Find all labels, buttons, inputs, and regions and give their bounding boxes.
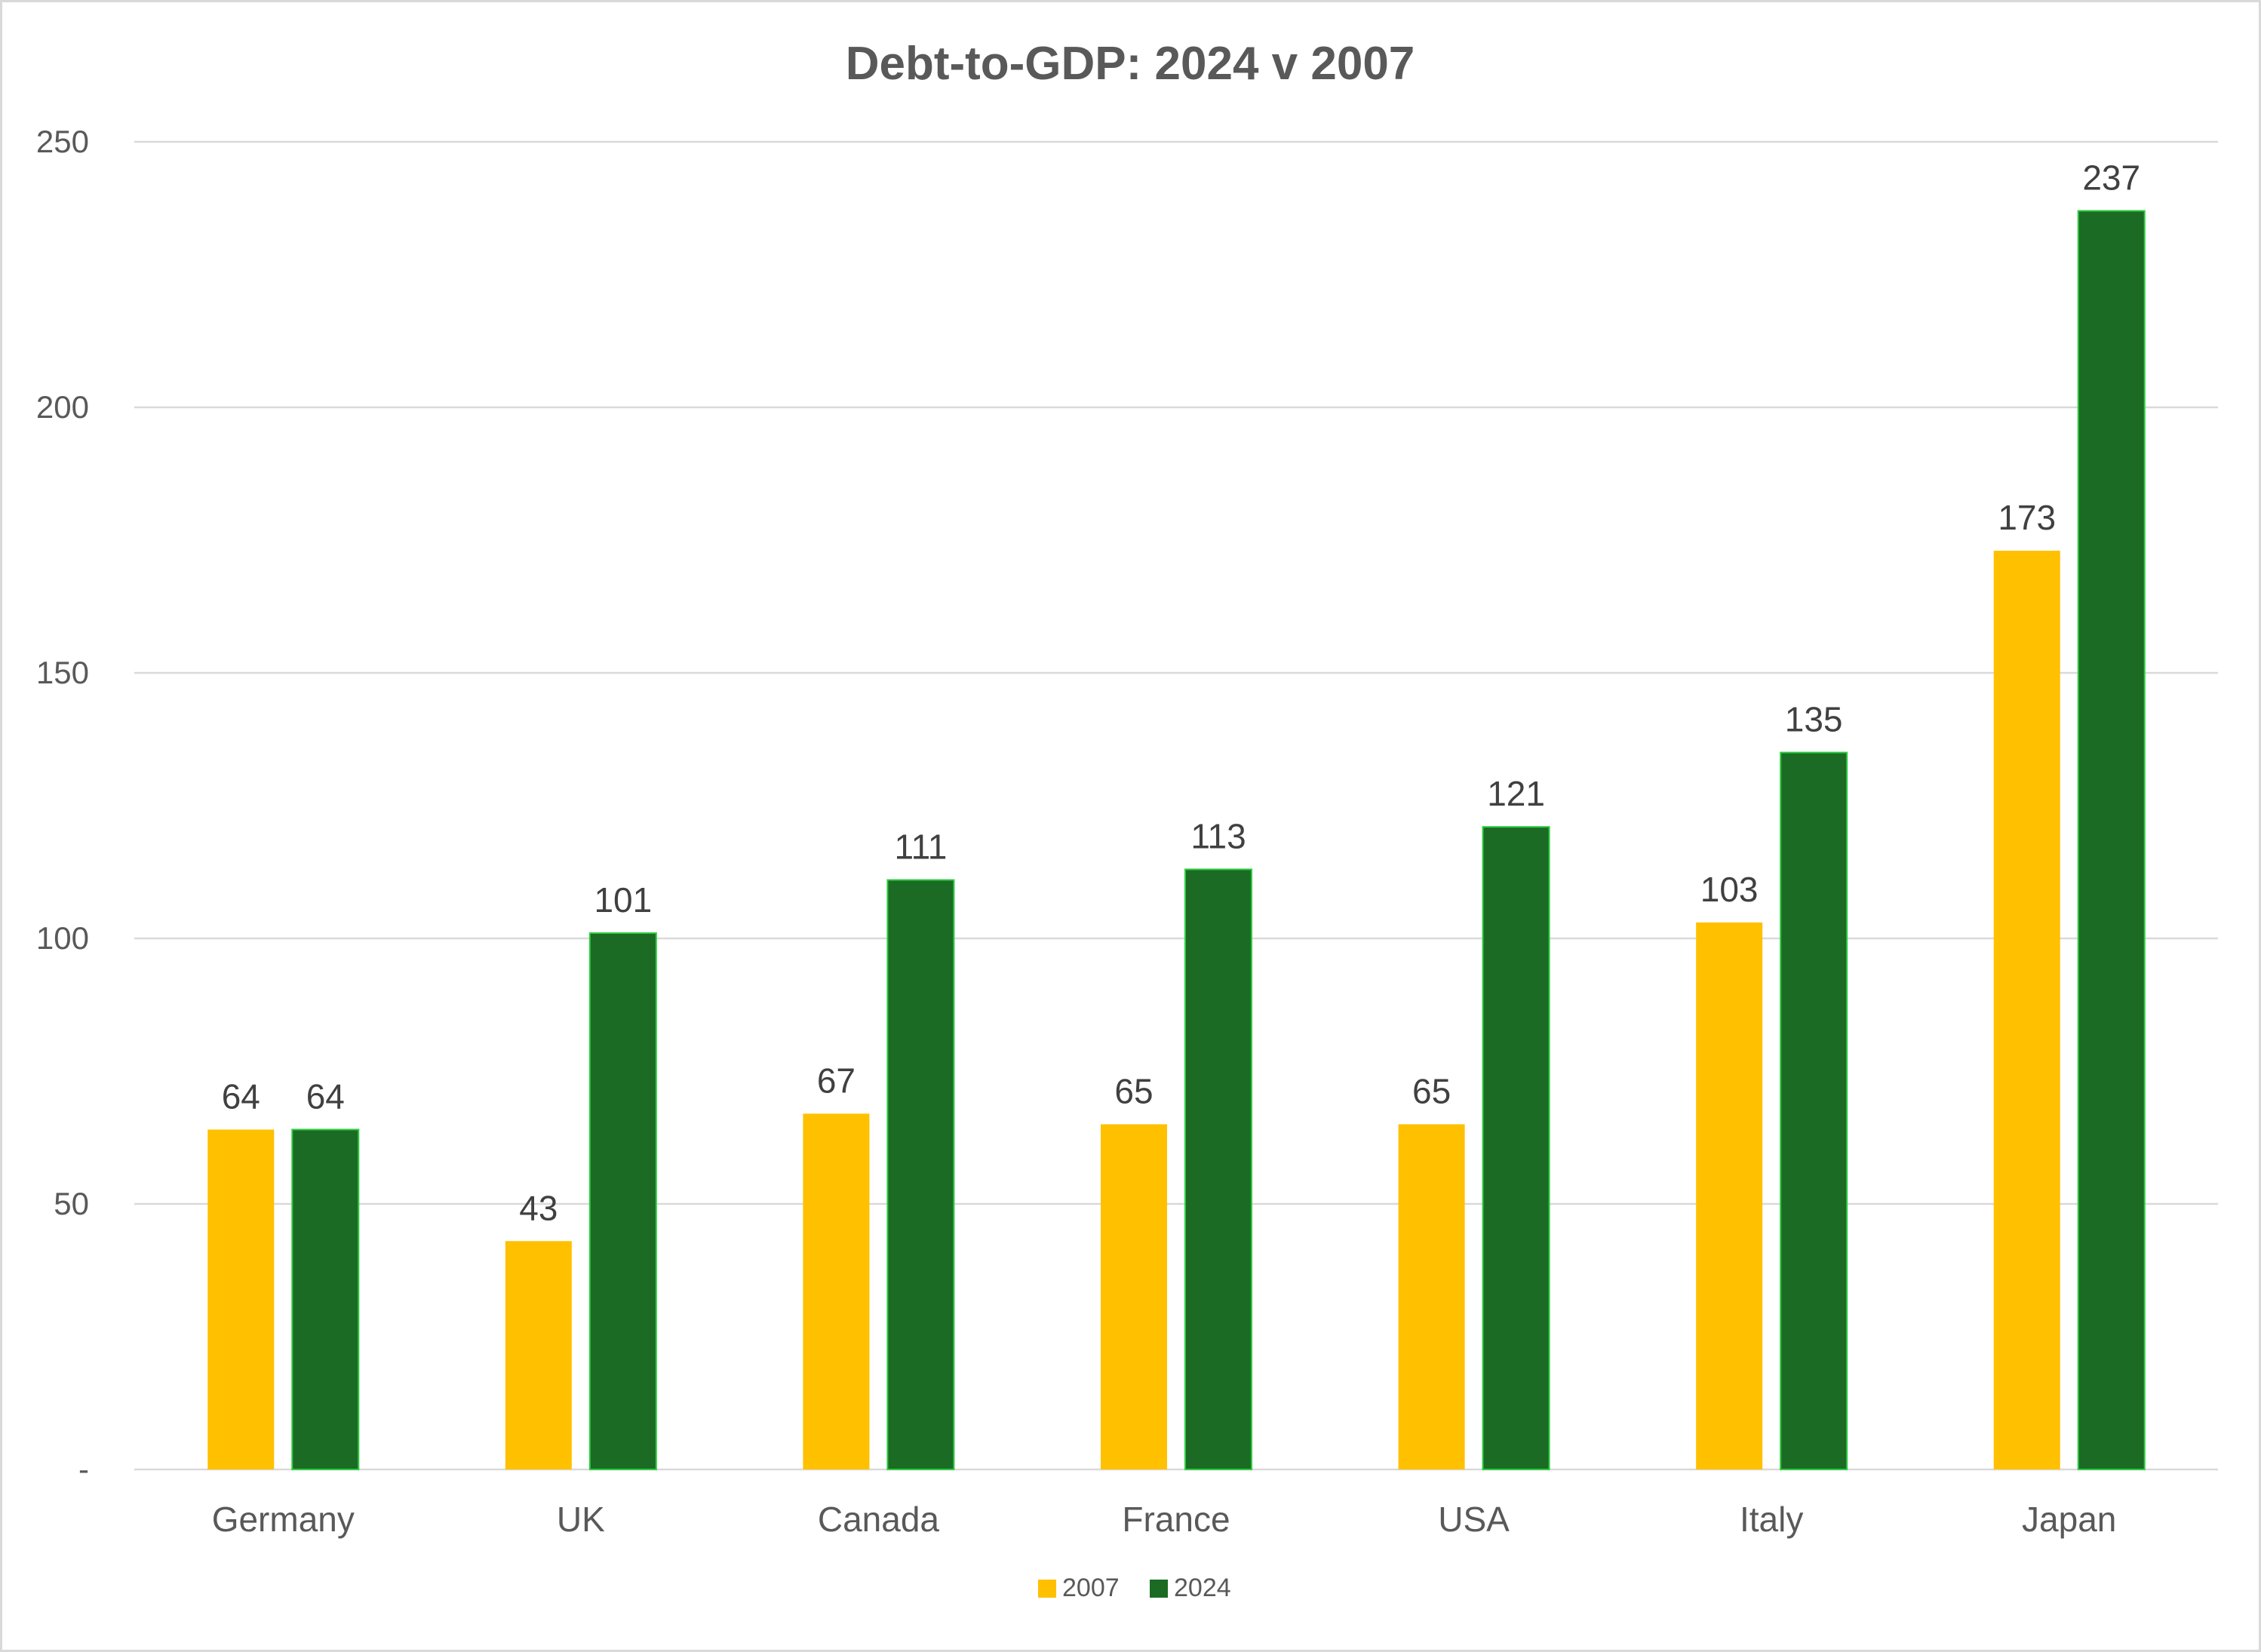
- x-tick-label: France: [1122, 1500, 1230, 1539]
- bar-2007-france: [1101, 1124, 1167, 1469]
- x-tick-label: Germany: [212, 1500, 355, 1539]
- legend: 2007 2024: [1038, 1574, 1231, 1602]
- bar-2024-uk: [588, 932, 657, 1470]
- bar-2024-germany: [291, 1128, 360, 1470]
- data-label: 121: [1487, 774, 1545, 813]
- x-tick-label: USA: [1438, 1500, 1510, 1539]
- data-label: 43: [519, 1188, 558, 1227]
- bar-2024-canada: [886, 879, 955, 1471]
- legend-swatch-2024: [1150, 1580, 1168, 1598]
- bar-2024-usa: [1482, 826, 1550, 1471]
- data-label: 135: [1785, 700, 1843, 739]
- x-tick-label: Italy: [1740, 1500, 1803, 1539]
- y-tick-label: 200: [36, 389, 89, 425]
- data-label: 65: [1114, 1071, 1153, 1110]
- bar-2007-japan: [1993, 551, 2060, 1469]
- y-tick-label: 250: [36, 124, 89, 159]
- data-labels: 64 43 67 65 65 103 173 64 101 111 113 121 135 237: [222, 158, 2140, 1228]
- x-tick-label: UK: [557, 1500, 605, 1539]
- y-tick-label: 100: [36, 920, 89, 956]
- bar-2007-italy: [1696, 922, 1763, 1469]
- data-label: 64: [306, 1076, 345, 1116]
- x-tick-label: Canada: [818, 1500, 940, 1539]
- gridlines: [134, 140, 2218, 1471]
- x-axis-tick-labels: Germany UK Canada France USA Italy Japan: [212, 1500, 2117, 1539]
- y-tick-label: 50: [54, 1186, 89, 1221]
- data-label: 111: [894, 828, 947, 867]
- bar-2024-france: [1184, 868, 1252, 1470]
- bar-2024-italy: [1780, 751, 1848, 1470]
- bar-2007-canada: [803, 1113, 870, 1469]
- data-label: 64: [222, 1076, 260, 1116]
- y-tick-label: 150: [36, 655, 89, 690]
- bar-2007-usa: [1398, 1124, 1465, 1469]
- data-label: 173: [1998, 498, 2056, 537]
- chart-title: Debt-to-GDP: 2024 v 2007: [846, 38, 1415, 90]
- data-label: 113: [1190, 816, 1246, 855]
- data-label: 67: [817, 1061, 856, 1100]
- data-label: 65: [1412, 1071, 1451, 1110]
- legend-swatch-2007: [1038, 1580, 1056, 1598]
- bar-2007-uk: [505, 1241, 572, 1469]
- data-label: 101: [594, 880, 652, 920]
- bar-2024-japan: [2077, 210, 2146, 1470]
- x-tick-label: Japan: [2022, 1500, 2116, 1539]
- bars: [207, 210, 2146, 1471]
- y-axis-tick-labels: - 50 100 150 200 250: [36, 124, 89, 1487]
- bar-2007-germany: [207, 1129, 275, 1469]
- data-label: 237: [2082, 158, 2140, 198]
- legend-label: 2007: [1062, 1574, 1120, 1602]
- y-tick-label: -: [78, 1451, 89, 1487]
- data-label: 103: [1700, 870, 1759, 909]
- legend-label: 2024: [1174, 1574, 1231, 1602]
